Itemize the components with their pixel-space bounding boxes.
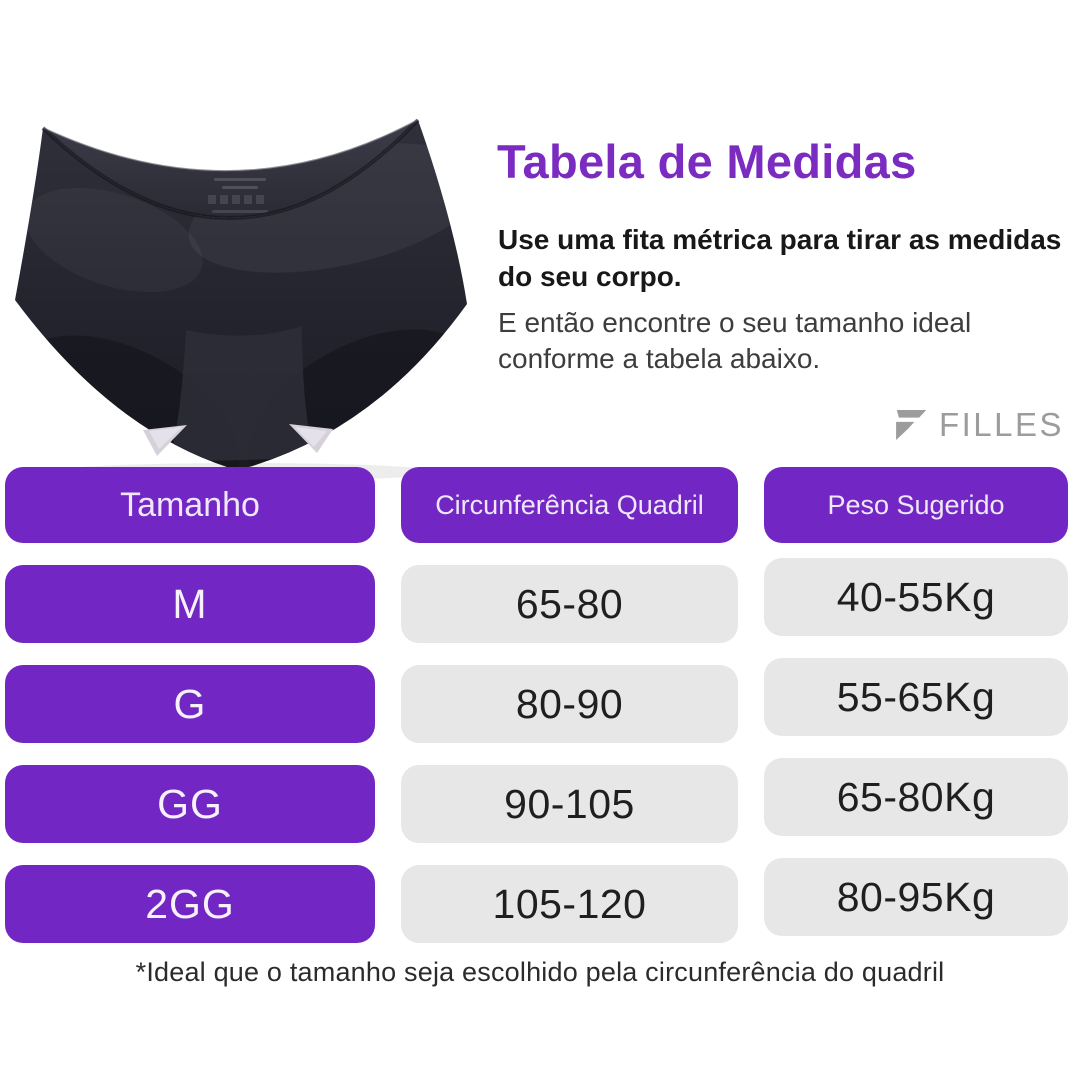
row-2gg-hip: 105-120 bbox=[401, 865, 738, 943]
footnote: *Ideal que o tamanho seja escolhido pela… bbox=[135, 957, 945, 987]
filles-f-icon bbox=[896, 409, 927, 441]
panty-illustration-icon bbox=[15, 118, 467, 481]
brand-name: FILLES bbox=[938, 406, 1064, 443]
size-table: Tamanho Circunferência Quadril Peso Suge… bbox=[5, 467, 1068, 943]
instruction-regular-text: E então encontre o seu tamanho ideal con… bbox=[498, 307, 972, 375]
care-label-print bbox=[208, 178, 268, 213]
row-m-weight: 40-55Kg bbox=[764, 558, 1068, 636]
product-image-panty bbox=[6, 90, 482, 482]
header-tamanho: Tamanho bbox=[5, 467, 375, 543]
row-gg-hip: 90-105 bbox=[401, 765, 738, 843]
row-2gg-weight: 80-95Kg bbox=[764, 858, 1068, 936]
row-2gg-size: 2GG bbox=[5, 865, 375, 943]
row-g-weight: 55-65Kg bbox=[764, 658, 1068, 736]
instruction-bold-text: Use uma fita métrica para tirar as medid… bbox=[498, 224, 1062, 292]
row-gg-size: GG bbox=[5, 765, 375, 843]
header-peso-sugerido: Peso Sugerido bbox=[764, 467, 1068, 543]
row-m-size: M bbox=[5, 565, 375, 643]
brand-logo: FILLES bbox=[887, 400, 1064, 450]
row-g-size: G bbox=[5, 665, 375, 743]
page-title: Tabela de Medidas bbox=[497, 135, 917, 188]
row-gg-weight: 65-80Kg bbox=[764, 758, 1068, 836]
row-g-hip: 80-90 bbox=[401, 665, 738, 743]
header-circunferencia-quadril: Circunferência Quadril bbox=[401, 467, 738, 543]
row-m-hip: 65-80 bbox=[401, 565, 738, 643]
